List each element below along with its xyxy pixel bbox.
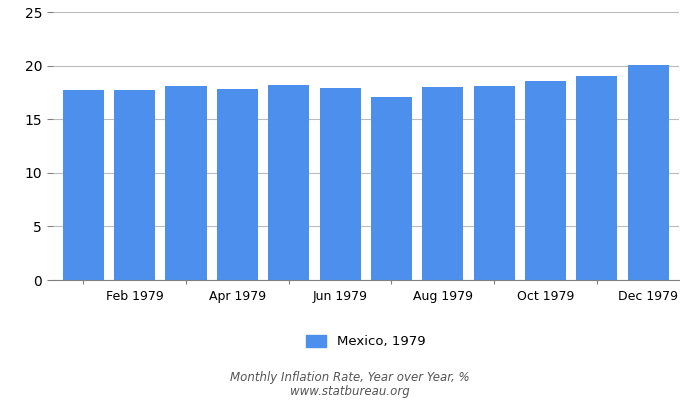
Bar [217, 89, 258, 280]
Bar [371, 97, 412, 280]
Bar [63, 90, 104, 280]
Text: Monthly Inflation Rate, Year over Year, %: Monthly Inflation Rate, Year over Year, … [230, 372, 470, 384]
Bar [628, 64, 668, 280]
Bar [422, 87, 463, 280]
Bar [474, 86, 514, 280]
Legend: Mexico, 1979: Mexico, 1979 [301, 330, 430, 354]
Bar [268, 85, 309, 280]
Bar [114, 90, 155, 280]
Bar [525, 81, 566, 280]
Bar [165, 86, 206, 280]
Bar [576, 76, 617, 280]
Bar [319, 88, 360, 280]
Text: www.statbureau.org: www.statbureau.org [290, 386, 410, 398]
